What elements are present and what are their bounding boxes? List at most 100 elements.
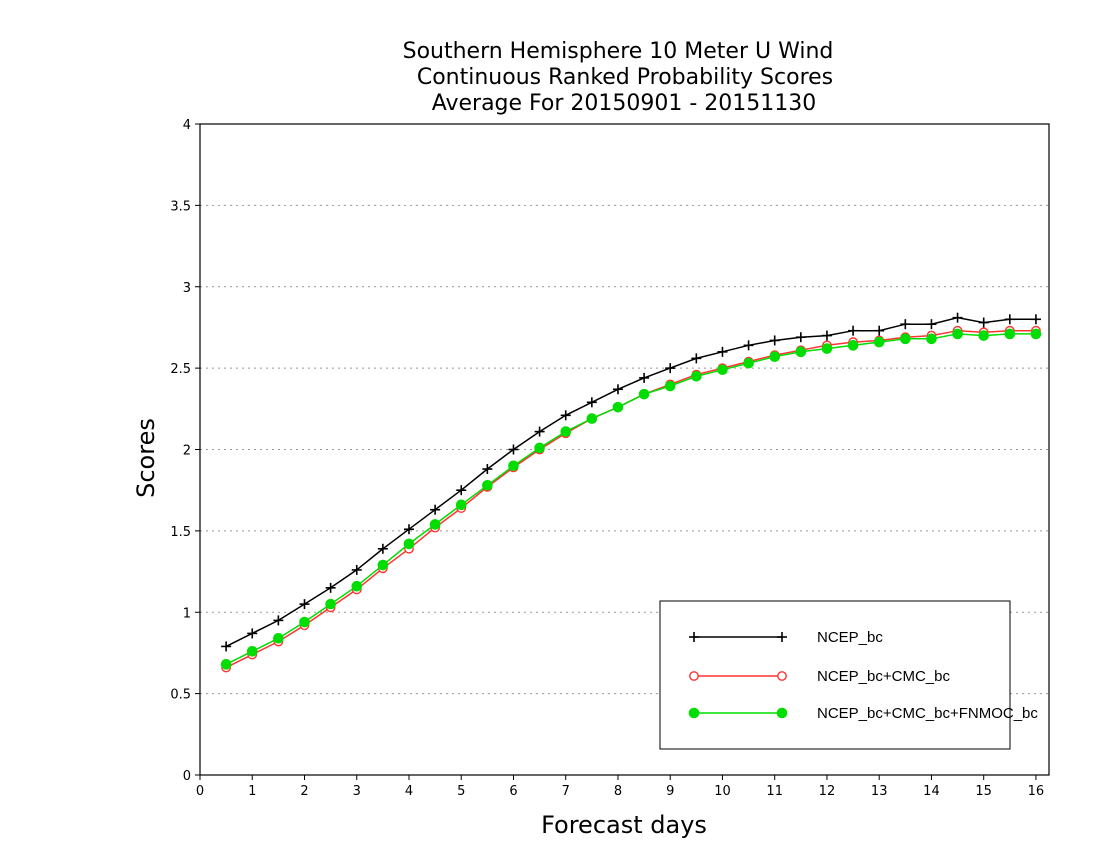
data-point (717, 364, 728, 376)
x-tick-label: 1 (248, 784, 256, 799)
y-tick-label: 1 (183, 606, 191, 621)
data-point (874, 325, 885, 336)
data-point (403, 524, 414, 535)
title-line-3: Average For 20150901 - 20151130 (432, 91, 817, 116)
data-point (430, 504, 441, 515)
x-tick-label: 5 (457, 784, 465, 799)
data-point (900, 333, 911, 345)
series-2 (220, 328, 1042, 670)
data-point (978, 317, 989, 328)
legend-label: NCEP_bc+CMC_bc+FNMOC_bc (817, 705, 1038, 722)
data-point (351, 564, 362, 575)
x-axis-label: Forecast days (541, 811, 707, 839)
data-point (691, 370, 702, 382)
series-0 (221, 312, 1041, 652)
title-line-2: Continuous Ranked Probability Scores (417, 65, 833, 90)
data-point (717, 346, 728, 357)
data-point (926, 333, 937, 345)
data-point (1030, 328, 1042, 340)
legend-label: NCEP_bc+CMC_bc (817, 668, 950, 685)
data-point (560, 426, 572, 437)
legend-item-1: NCEP_bc+CMC_bc (689, 668, 950, 685)
data-point (1030, 314, 1041, 325)
data-point (246, 646, 258, 657)
legend-item-0: NCEP_bc (689, 629, 883, 646)
legend-marker (688, 707, 700, 719)
legend-marker (689, 632, 699, 642)
data-point (743, 357, 754, 369)
data-point (220, 659, 232, 670)
data-point (325, 598, 336, 610)
x-tick-label: 12 (819, 784, 836, 799)
x-tick-label: 13 (871, 784, 888, 799)
data-point (221, 641, 232, 652)
chart-title: Southern Hemisphere 10 Meter U Wind Cont… (403, 39, 834, 116)
data-point (639, 372, 650, 383)
data-point (299, 616, 310, 628)
x-tick-label: 16 (1028, 784, 1045, 799)
data-point (508, 444, 519, 455)
data-point (560, 410, 571, 421)
x-tick-label: 7 (562, 784, 570, 799)
legend-item-2: NCEP_bc+CMC_bc+FNMOC_bc (688, 705, 1038, 722)
x-tick-label: 9 (666, 784, 674, 799)
series-layer (220, 312, 1042, 673)
legend-marker (777, 632, 787, 642)
data-point (900, 319, 911, 330)
title-line-1: Southern Hemisphere 10 Meter U Wind (403, 39, 834, 64)
data-point (952, 328, 963, 340)
x-tick-label: 0 (196, 784, 204, 799)
data-point (482, 464, 493, 475)
legend-marker (689, 671, 699, 681)
data-point (1004, 328, 1016, 340)
data-point (821, 330, 832, 341)
data-point (508, 460, 519, 472)
data-point (247, 628, 258, 639)
data-point (926, 319, 937, 330)
data-point (795, 346, 807, 358)
legend-marker (777, 671, 787, 681)
data-point (456, 485, 467, 496)
data-point (455, 499, 467, 511)
x-tick-label: 8 (614, 784, 622, 799)
data-point (482, 480, 493, 491)
legend-label: NCEP_bc (817, 629, 883, 646)
y-tick-label: 2.5 (170, 362, 191, 377)
y-tick-label: 0.5 (170, 688, 191, 703)
x-tick-label: 14 (923, 784, 940, 799)
data-point (377, 559, 389, 571)
data-point (665, 363, 676, 374)
y-tick-label: 2 (183, 444, 191, 459)
y-axis-label: Scores (132, 418, 160, 498)
data-point (534, 442, 545, 454)
legend: NCEP_bc NCEP_bc+CMC_bc NCEP_bc+CMC_bc+FNMO… (659, 600, 1038, 750)
data-point (273, 632, 284, 644)
axis-ticks: 00.511.522.533.540 1 2 3 4 5 6 7 8 9 10 11 12 13 14 15 1… (170, 118, 1044, 799)
data-point (586, 413, 598, 424)
data-point (273, 615, 284, 626)
legend-marker (776, 707, 788, 719)
x-tick-label: 15 (975, 784, 992, 799)
data-point (769, 351, 781, 363)
data-point (612, 384, 623, 395)
data-point (612, 401, 624, 413)
data-point (978, 330, 989, 341)
y-tick-label: 3.5 (170, 199, 191, 214)
data-point (403, 538, 415, 550)
y-tick-label: 1.5 (170, 525, 191, 540)
data-point (534, 426, 545, 437)
x-tick-label: 11 (766, 784, 783, 799)
data-point (743, 340, 754, 351)
data-point (325, 582, 336, 593)
x-tick-label: 10 (714, 784, 731, 799)
data-point (769, 335, 780, 346)
data-point (1004, 314, 1015, 325)
data-point (952, 312, 963, 323)
data-point (586, 397, 597, 408)
data-point (351, 580, 363, 592)
data-point (848, 325, 859, 336)
y-tick-label: 3 (183, 281, 191, 296)
data-point (821, 343, 833, 354)
x-tick-label: 2 (300, 784, 308, 799)
series-line (225, 316, 1036, 648)
